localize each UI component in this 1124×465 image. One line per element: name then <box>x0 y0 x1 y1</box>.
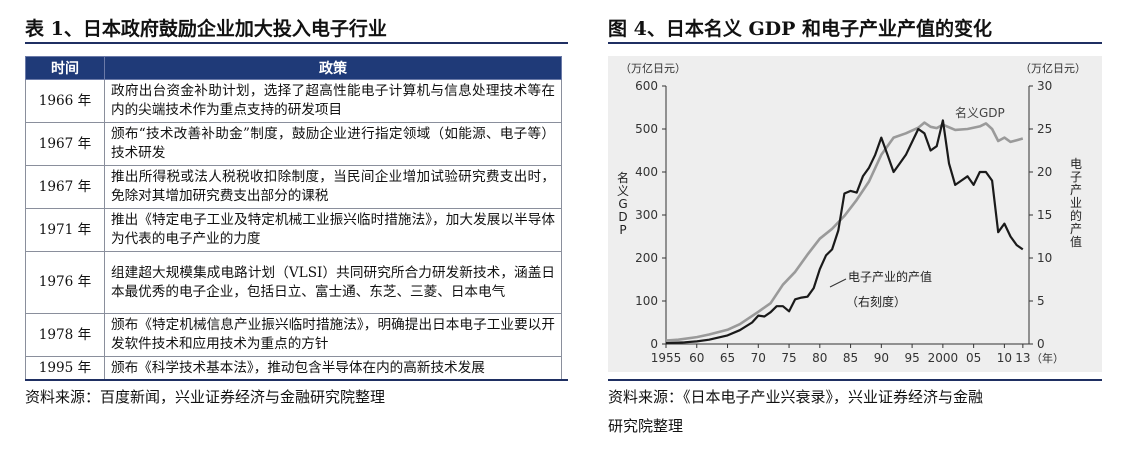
x-ticks: 1955 60 65 70 75 80 85 90 95 2000 05 10 13 （年） <box>651 344 1064 365</box>
x-tick-label: 70 <box>751 351 766 365</box>
left-y-ticks: 0 100 200 300 400 500 600 <box>635 79 666 351</box>
table-row: 1967 年 颁布“技术改善补助金”制度，鼓励企业进行指定领域（如能源、电子等）… <box>25 122 562 166</box>
chart-source-line1: 资料来源：《日本电子产业兴衰录》，兴业证券经济与金融 <box>608 388 984 406</box>
table-row: 1966 年 政府出台资金补助计划，选择了超高性能电子计算机与信息处理技术等在内… <box>25 79 562 123</box>
right-axis-title-char: 的 <box>1070 208 1082 223</box>
electronics-line <box>665 119 1024 345</box>
row-policy: 颁布《科学技术基本法》，推动包含半导体在内的高新技术发展 <box>104 356 562 381</box>
table-row: 1995 年 颁布《科学技术基本法》，推动包含半导体在内的高新技术发展 <box>25 356 562 381</box>
table-source: 资料来源：百度新闻，兴业证券经济与金融研究院整理 <box>25 388 386 406</box>
table-row: 1978 年 颁布《特定机械信息产业振兴临时措施法》，明确提出日本电子工业要以开… <box>25 313 562 357</box>
left-unit-label: （万亿日元） <box>620 62 686 75</box>
left-y-tick-label: 400 <box>635 165 658 179</box>
chart-source-line2: 研究院整理 <box>608 417 684 435</box>
row-year: 1966 年 <box>25 79 105 123</box>
x-tick-label: 65 <box>720 351 735 365</box>
right-y-tick-label: 10 <box>1037 251 1052 265</box>
left-axis-title-char: D <box>618 210 627 224</box>
x-tick-label: 10 <box>997 351 1012 365</box>
right-y-tick-label: 5 <box>1037 294 1045 308</box>
row-policy: 组建超大规模集成电路计划（VLSI）共同研究所合力研发新技术，涵盖日本最优秀的电… <box>104 251 562 314</box>
right-axis-title-char: 子 <box>1070 170 1082 184</box>
right-y-tick-label: 0 <box>1037 337 1045 351</box>
row-policy: 颁布“技术改善补助金”制度，鼓励企业进行指定领域（如能源、电子等）技术研发 <box>104 122 562 166</box>
right-y-tick-label: 20 <box>1037 165 1052 179</box>
row-year: 1967 年 <box>25 122 105 166</box>
x-tick-label: 1955 <box>651 351 682 365</box>
electronics-series-sublabel: （右刻度） <box>846 294 906 309</box>
left-y-tick-label: 300 <box>635 208 658 222</box>
gdp-series-label: 名义GDP <box>955 105 1005 120</box>
right-axis-title-char: 业 <box>1070 196 1082 210</box>
right-y-tick-label: 30 <box>1037 79 1052 93</box>
chart-title: 图 4、日本名义 GDP 和电子产业产值的变化 <box>608 18 993 40</box>
left-y-tick-label: 500 <box>635 122 658 136</box>
x-tick-label: 80 <box>812 351 827 365</box>
left-axis-title-char: 名 <box>617 170 629 185</box>
electronics-series-label: 电子产业的产值 <box>848 269 932 284</box>
left-axis-title-char: G <box>618 197 627 211</box>
table-row: 1976 年 组建超大规模集成电路计划（VLSI）共同研究所合力研发新技术，涵盖… <box>25 251 562 314</box>
x-tick-label: 85 <box>843 351 858 365</box>
table-row: 1967 年 推出所得税或法人税税收扣除制度，当民间企业增加试验研究费支出时，免… <box>25 165 562 209</box>
right-y-tick-label: 15 <box>1037 208 1052 222</box>
row-policy: 推出《特定电子工业及特定机械工业振兴临时措施法》，加大发展以半导体为代表的电子产… <box>104 208 562 252</box>
left-axis-title: 名义GDP <box>617 170 629 237</box>
table-bottom-rule <box>25 379 568 381</box>
row-year: 1978 年 <box>25 313 105 357</box>
x-tick-label: 05 <box>966 351 981 365</box>
row-year: 1995 年 <box>25 356 105 381</box>
chart-bottom-rule <box>608 379 1102 381</box>
right-axis-title-char: 值 <box>1070 234 1082 249</box>
x-unit-label: （年） <box>1031 351 1064 365</box>
row-policy: 推出所得税或法人税税收扣除制度，当民间企业增加试验研究费支出时，免除对其增加研究… <box>104 165 562 209</box>
right-axis-title-char: 产 <box>1070 183 1082 197</box>
right-axis-title-char: 产 <box>1070 222 1082 236</box>
row-policy: 政府出台资金补助计划，选择了超高性能电子计算机与信息处理技术等在内的尖端技术作为… <box>104 79 562 123</box>
x-tick-label: 90 <box>874 351 889 365</box>
right-y-tick-label: 25 <box>1037 122 1052 136</box>
header-time: 时间 <box>25 56 105 80</box>
table-row: 1971 年 推出《特定电子工业及特定机械工业振兴临时措施法》，加大发展以半导体… <box>25 208 562 252</box>
x-tick-label: 95 <box>904 351 919 365</box>
chart-series <box>665 119 1024 345</box>
right-axis-title: 电子产业的产值 <box>1070 157 1082 249</box>
x-tick-label: 2000 <box>928 351 959 365</box>
left-axis-title-char: P <box>619 223 626 237</box>
table-title: 表 1、日本政府鼓励企业加大投入电子行业 <box>25 18 387 40</box>
row-year: 1967 年 <box>25 165 105 209</box>
header-policy: 政策 <box>104 56 562 80</box>
right-y-ticks: 0 5 10 15 20 25 30 <box>1029 79 1052 351</box>
x-tick-label: 75 <box>781 351 796 365</box>
left-y-tick-label: 600 <box>635 79 658 93</box>
left-y-tick-label: 200 <box>635 251 658 265</box>
x-tick-label: 60 <box>689 351 704 365</box>
right-axis-title-char: 电 <box>1070 157 1082 171</box>
chart-title-rule <box>608 42 1102 44</box>
gdp-line <box>665 121 1024 342</box>
policy-table: 时间 政策 1966 年 政府出台资金补助计划，选择了超高性能电子计算机与信息处… <box>25 56 562 381</box>
left-y-tick-label: 100 <box>635 294 658 308</box>
left-y-tick-label: 0 <box>650 337 658 351</box>
chart-panel: 0 100 200 300 400 500 600 0 5 10 15 20 25 30 1955 60 6… <box>608 56 1102 372</box>
table-title-rule <box>25 42 568 44</box>
row-year: 1971 年 <box>25 208 105 252</box>
right-unit-label: （万亿日元） <box>1020 62 1086 75</box>
row-policy: 颁布《特定机械信息产业振兴临时措施法》，明确提出日本电子工业要以开发软件技术和应… <box>104 313 562 357</box>
left-axis-title-char: 义 <box>617 184 629 198</box>
x-tick-label: 13 <box>1015 351 1030 365</box>
row-year: 1976 年 <box>25 251 105 314</box>
policy-table-header-row: 时间 政策 <box>25 56 562 80</box>
electronics-label-leader <box>829 278 847 288</box>
